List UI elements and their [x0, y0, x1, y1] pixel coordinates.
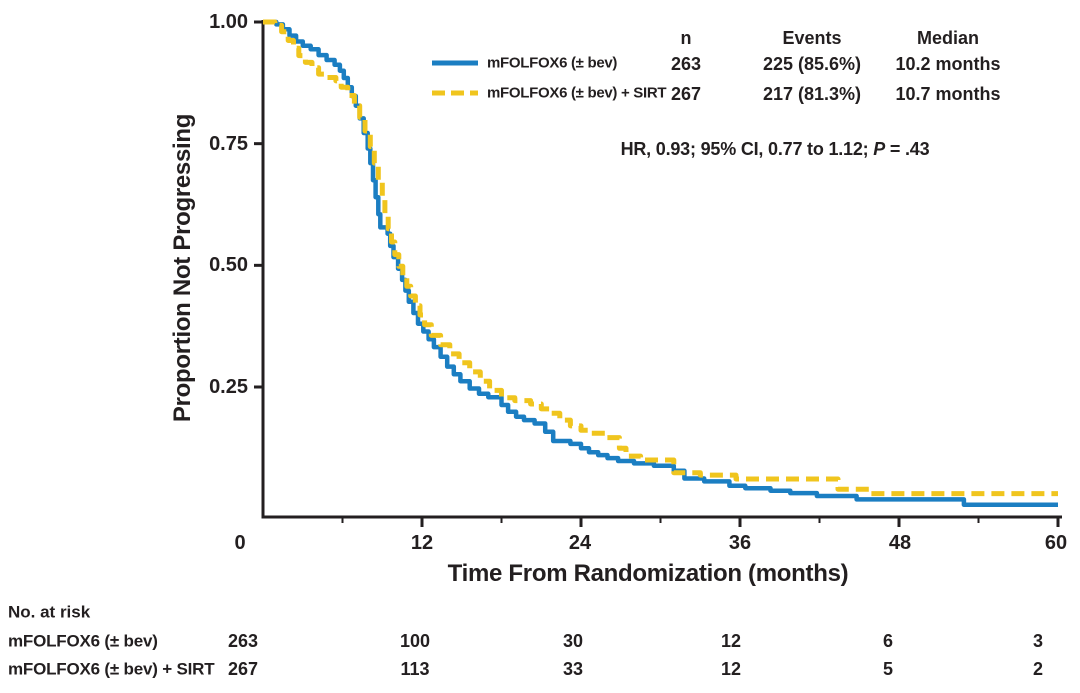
risk-count-row2-t24: 33 — [562, 659, 584, 679]
survival-curve-mfolfox6 — [263, 19, 1058, 508]
stats-events-row1: 225 (85.6%) — [762, 54, 862, 74]
risk-count-row1-t48: 6 — [882, 631, 894, 651]
stats-header-median: Median — [916, 28, 980, 48]
p-symbol: P — [873, 139, 886, 159]
risk-count-row1-t60: 3 — [1032, 631, 1044, 651]
y-tick-label-0.75: 0.75 — [209, 133, 248, 155]
y-tick-label-0.50: 0.50 — [209, 254, 248, 276]
risk-count-row1-t36: 12 — [720, 631, 742, 651]
legend-label-mfolfox6: mFOLFOX6 (± bev) — [487, 54, 618, 72]
p-value: = .43 — [885, 139, 930, 159]
risk-count-row2-t60: 2 — [1032, 659, 1044, 679]
hazard-ratio-annotation: HR, 0.93; 95% CI, 0.77 to 1.12; P = .43 — [621, 140, 930, 158]
stats-events-row2: 217 (81.3%) — [762, 84, 862, 104]
hr-text: HR, 0.93; 95% CI, 0.77 to 1.12; — [620, 139, 874, 159]
x-tick-label-48: 48 — [888, 532, 912, 554]
risk-count-row1-t24: 30 — [562, 631, 584, 651]
x-tick-label-12: 12 — [410, 532, 434, 554]
stats-n-row2: 267 — [670, 84, 702, 104]
y-tick-label-1.00: 1.00 — [209, 11, 248, 33]
stats-median-row1: 10.2 months — [895, 54, 1001, 74]
risk-count-row2-t0: 267 — [227, 659, 259, 679]
stats-n-row1: 263 — [670, 54, 702, 74]
stats-header-n: n — [680, 28, 692, 48]
risk-table-title: No. at risk — [8, 602, 91, 622]
y-axis-title: Proportion Not Progressing — [169, 113, 196, 423]
stats-median-row2: 10.7 months — [895, 84, 1001, 104]
risk-row-label-mfolfox6-sirt: mFOLFOX6 (± bev) + SIRT — [8, 659, 215, 679]
stats-header-events: Events — [782, 28, 842, 48]
risk-count-row2-t36: 12 — [720, 659, 742, 679]
x-tick-label-60: 60 — [1044, 532, 1068, 554]
x-tick-label-36: 36 — [728, 532, 752, 554]
risk-count-row1-t0: 263 — [227, 631, 259, 651]
legend-label-mfolfox6-sirt: mFOLFOX6 (± bev) + SIRT — [487, 84, 667, 102]
x-tick-label-0: 0 — [234, 532, 246, 554]
risk-count-row1-t12: 100 — [399, 631, 431, 651]
risk-row-label-mfolfox6: mFOLFOX6 (± bev) — [8, 631, 158, 651]
survival-curve-mfolfox6-sirt — [263, 19, 1058, 497]
risk-count-row2-t48: 5 — [882, 659, 894, 679]
x-axis-title: Time From Randomization (months) — [447, 560, 849, 587]
risk-count-row2-t12: 113 — [400, 659, 430, 679]
y-tick-label-0.25: 0.25 — [209, 376, 248, 398]
x-tick-label-24: 24 — [568, 532, 592, 554]
